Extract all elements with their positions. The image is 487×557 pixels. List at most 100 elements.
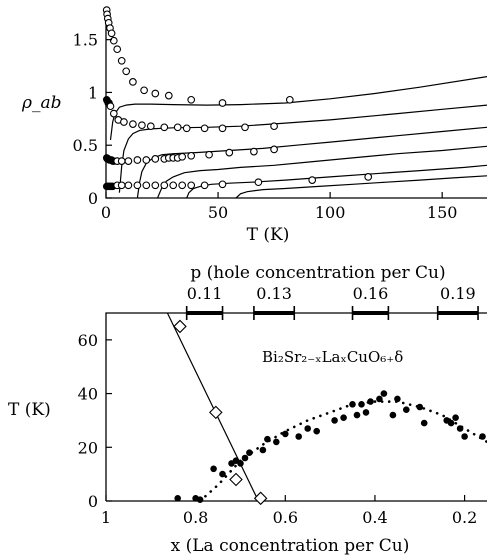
phase-diagram-axes-frame [105,312,487,502]
resistivity-curve-9 [136,126,487,199]
resistivity-x-axis-label: T (K) [247,225,290,245]
open-data-point [187,95,196,104]
filled-data-point [304,425,312,432]
filled-data-point [367,398,374,405]
x-tick-label: 0.2 [452,508,477,527]
tc-dome-dotted-curve [198,400,487,503]
resistivity-data-markers [102,6,373,191]
open-data-point [117,56,126,65]
open-data-point [241,123,249,132]
resistivity-ticks: 0 50 100 150 0 0.5 1 1.5 [73,31,458,222]
extrapolation-line [166,312,259,502]
open-data-point [117,181,126,190]
open-data-point [270,145,278,154]
open-data-point [285,95,294,104]
open-data-point [187,181,196,190]
filled-data-point [174,495,181,502]
open-data-point [109,109,118,118]
filled-data-point [479,433,486,440]
open-diamond-point [253,491,268,506]
filled-data-point [389,411,397,419]
x-tick-label: 150 [427,203,458,222]
phase-diagram-ticks: 1 0.8 0.6 0.4 0.2 0 20 40 60 [78,331,478,527]
filled-data-point [295,433,303,440]
open-data-point [140,86,148,95]
x-tick-label: 0.4 [362,508,387,527]
filled-data-point [376,395,383,403]
filled-data-point [349,401,356,408]
filled-data-point [452,414,459,422]
filled-data-point [447,419,455,427]
hole-concentration-tick-label: 0.16 [353,284,389,303]
open-data-point [120,118,128,126]
hole-concentration-tick-label: 0.13 [256,284,292,303]
filled-data-point [456,425,464,432]
filled-data-point [282,430,289,438]
filled-data-point [273,438,280,446]
filled-data-point [362,409,370,416]
hole-concentration-axis-label: p (hole concentration per Cu) [190,263,445,283]
x-tick-label: 1 [101,508,111,527]
open-data-point [106,102,115,111]
filled-data-point [237,460,244,467]
open-data-point [151,89,160,98]
open-data-point [109,36,118,45]
open-data-point [187,151,196,160]
open-data-point [308,176,317,184]
open-data-point [133,156,142,164]
open-data-point [205,150,213,159]
open-data-point [107,29,116,38]
open-data-point [218,99,227,107]
open-data-point [225,148,234,157]
open-data-point [129,78,137,86]
y-tick-label: 60 [78,331,98,350]
open-diamond-point [173,319,187,334]
y-tick-label: 0.5 [73,136,98,155]
resistivity-curve-11 [186,164,487,199]
open-data-point [124,181,133,190]
y-tick-label: 1 [88,83,98,102]
filled-data-point [358,401,365,408]
filled-data-point [461,433,468,440]
hole-concentration-top-axis: 0.11 0.13 0.16 0.19 [185,284,479,320]
x-tick-label: 0.8 [183,508,208,527]
open-data-point [151,181,160,190]
open-data-point [182,124,191,133]
open-data-point [117,157,126,165]
phase-diagram-lines [166,312,487,503]
open-data-point [218,124,227,133]
phase-diagram-x-axis-label: x (La concentration per Cu) [171,536,410,556]
open-data-point [200,181,209,190]
filled-data-point [380,390,388,397]
filled-data-point [331,417,338,424]
filled-data-point [340,414,347,422]
open-data-point [164,91,173,100]
resistivity-panel: 0 50 100 150 0 0.5 1 1.5 ρ_ab T (K) [21,6,487,245]
open-data-point [142,156,151,164]
filled-data-point [416,403,424,411]
filled-data-point [241,454,249,462]
hole-range-bar [437,311,479,315]
filled-data-point [219,470,226,478]
hole-range-bar [352,311,389,315]
x-tick-label: 50 [208,203,228,222]
x-tick-label: 0 [101,203,111,222]
hole-range-bar [186,311,223,315]
open-data-point [200,124,209,133]
open-data-point [270,122,278,131]
y-tick-label: 20 [78,438,98,457]
filled-data-point [420,419,428,427]
open-data-point [113,45,122,54]
filled-data-point [313,427,321,435]
resistivity-curve-12 [235,175,487,199]
open-data-point [133,181,142,190]
open-data-point [218,180,227,189]
open-data-point [146,122,155,131]
phase-diagram-panel: 1 0.8 0.6 0.4 0.2 0 20 40 60 0.11 0.13 0.16 0.19 p … [8,263,487,556]
open-data-point [160,181,169,190]
open-data-point [364,173,373,181]
open-diamond-point [229,472,243,487]
hole-concentration-tick-label: 0.19 [440,284,476,303]
phase-diagram-y-axis-label: T (K) [8,400,51,420]
